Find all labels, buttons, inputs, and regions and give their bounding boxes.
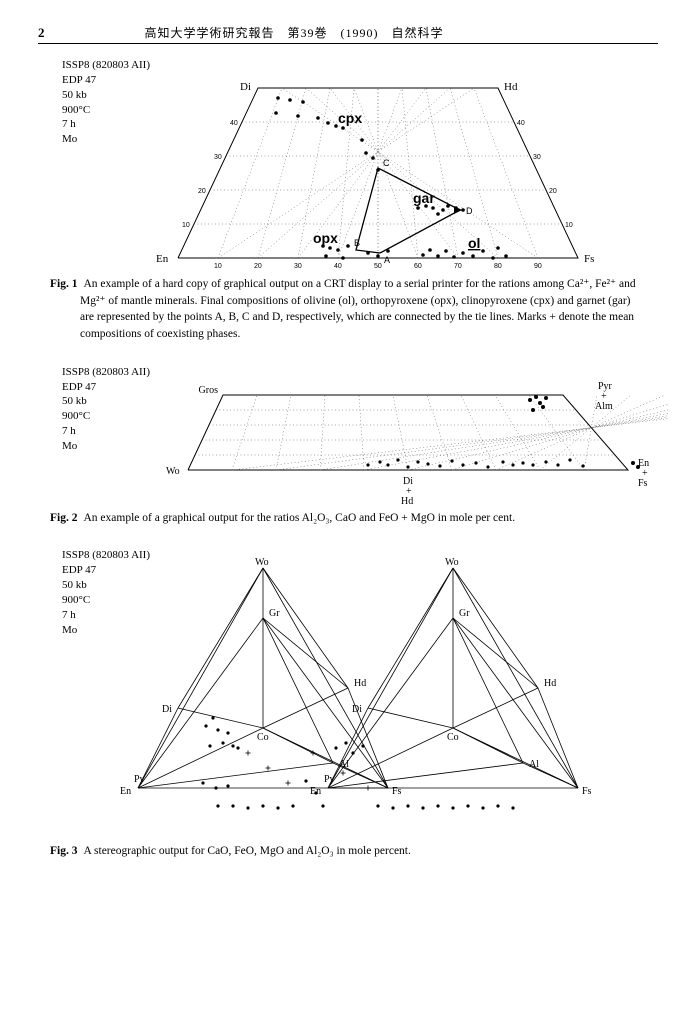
meta-line: 900°C (62, 103, 150, 118)
svg-text:10: 10 (565, 222, 573, 229)
meta-line: EDP 47 (62, 73, 150, 88)
svg-text:Al: Al (529, 759, 539, 770)
meta-line: 7 h (62, 117, 150, 132)
figure-3-area: ISSP8 (820803 AII) EDP 47 50 kb 900°C 7 … (38, 548, 658, 843)
svg-text:Gr: Gr (459, 608, 470, 619)
svg-text:cpx: cpx (338, 110, 362, 126)
figure-1-caption: Fig. 1An example of a hard copy of graph… (38, 276, 658, 343)
figure-3-meta: ISSP8 (820803 AII) EDP 47 50 kb 900°C 7 … (62, 548, 150, 637)
figure-2-label: Fig. 2 (50, 512, 83, 524)
meta-line: Mo (62, 439, 150, 454)
figure-3-caption-text: A stereographic output for CaO, FeO, MgO… (83, 845, 410, 857)
svg-text:60: 60 (414, 263, 422, 270)
figure-1-label: Fig. 1 (50, 278, 83, 290)
meta-line: ISSP8 (820803 AII) (62, 548, 150, 563)
svg-text:B: B (354, 238, 360, 248)
svg-text:gar: gar (413, 190, 435, 206)
svg-text:40: 40 (517, 120, 525, 127)
svg-text:20: 20 (549, 188, 557, 195)
figure-2-meta: ISSP8 (820803 AII) EDP 47 50 kb 900°C 7 … (62, 365, 150, 454)
meta-line: 900°C (62, 593, 150, 608)
figure-1-block: ISSP8 (820803 AII) EDP 47 50 kb 900°C 7 … (38, 58, 658, 343)
svg-text:En: En (156, 253, 169, 265)
svg-text:20: 20 (254, 263, 262, 270)
svg-text:Di: Di (352, 704, 362, 715)
figure-3-block: ISSP8 (820803 AII) EDP 47 50 kb 900°C 7 … (38, 548, 658, 860)
figure-2-caption-text: An example of a graphical output for the… (83, 512, 515, 524)
svg-text:10: 10 (214, 263, 222, 270)
svg-text:Wo: Wo (445, 557, 459, 568)
figure-2-caption: Fig. 2An example of a graphical output f… (38, 510, 658, 527)
svg-text:Alm: Alm (595, 401, 613, 412)
svg-text:C: C (383, 158, 390, 168)
figure-3-caption: Fig. 3A stereographic output for CaO, Fe… (38, 843, 658, 860)
svg-text:D: D (466, 206, 473, 216)
meta-line: 50 kb (62, 88, 150, 103)
svg-text:Co: Co (447, 732, 459, 743)
figure-2-block: ISSP8 (820803 AII) EDP 47 50 kb 900°C 7 … (38, 365, 658, 527)
figure-1-area: ISSP8 (820803 AII) EDP 47 50 kb 900°C 7 … (38, 58, 658, 276)
svg-text:Gr: Gr (269, 608, 280, 619)
svg-text:80: 80 (494, 263, 502, 270)
svg-text:70: 70 (454, 263, 462, 270)
svg-text:Py: Py (324, 774, 335, 785)
meta-line: EDP 47 (62, 380, 150, 395)
svg-text:Hd: Hd (354, 678, 366, 689)
svg-text:Di: Di (240, 81, 251, 93)
svg-text:40: 40 (230, 120, 238, 127)
svg-text:90: 90 (534, 263, 542, 270)
svg-text:Fs: Fs (582, 786, 592, 797)
meta-line: 7 h (62, 424, 150, 439)
figure-2-area: ISSP8 (820803 AII) EDP 47 50 kb 900°C 7 … (38, 365, 658, 510)
svg-text:Py: Py (134, 774, 145, 785)
svg-text:Co: Co (257, 732, 269, 743)
meta-line: ISSP8 (820803 AII) (62, 58, 150, 73)
svg-text:30: 30 (533, 154, 541, 161)
meta-line: EDP 47 (62, 563, 150, 578)
page-number: 2 (38, 25, 45, 41)
svg-text:ol: ol (468, 235, 480, 251)
svg-text:Fs: Fs (638, 478, 648, 489)
meta-line: Mo (62, 132, 150, 147)
figure-2-svg: GrosPyr+AlmWoDi+HdEn+Fs (68, 365, 668, 510)
page-journal-title: 高知大学学術研究報告 第39巻 (1990) 自然科学 (145, 24, 444, 41)
svg-text:opx: opx (313, 230, 338, 246)
meta-line: 50 kb (62, 578, 150, 593)
figure-1-svg: 10 10 20 20 30 30 40 40 10 20 30 40 50 60 70 80 90 Di Hd En… (68, 58, 648, 276)
svg-text:10: 10 (182, 222, 190, 229)
svg-text:Wo: Wo (166, 466, 180, 477)
page-header: 2 高知大学学術研究報告 第39巻 (1990) 自然科学 (38, 24, 658, 44)
svg-text:En: En (120, 786, 131, 797)
meta-line: 900°C (62, 409, 150, 424)
svg-text:Gros: Gros (199, 385, 219, 396)
figure-3-svg: WoGrDiHdCoAlEnFsPyWoGrDiHdCoAlEnFsPy (68, 548, 638, 843)
meta-line: 7 h (62, 608, 150, 623)
svg-text:Hd: Hd (401, 496, 413, 507)
figure-1-caption-text: An example of a hard copy of graphical o… (80, 278, 636, 340)
meta-line: Mo (62, 623, 150, 638)
svg-text:50: 50 (374, 263, 382, 270)
meta-line: ISSP8 (820803 AII) (62, 365, 150, 380)
meta-line: 50 kb (62, 394, 150, 409)
svg-text:30: 30 (214, 154, 222, 161)
svg-text:40: 40 (334, 263, 342, 270)
svg-text:A: A (384, 255, 390, 265)
svg-text:Hd: Hd (504, 81, 518, 93)
svg-text:30: 30 (294, 263, 302, 270)
svg-text:Fs: Fs (584, 253, 594, 265)
svg-text:Wo: Wo (255, 557, 269, 568)
figure-1-meta: ISSP8 (820803 AII) EDP 47 50 kb 900°C 7 … (62, 58, 150, 147)
svg-text:Di: Di (162, 704, 172, 715)
svg-text:20: 20 (198, 188, 206, 195)
svg-text:Hd: Hd (544, 678, 556, 689)
figure-3-label: Fig. 3 (50, 845, 83, 857)
